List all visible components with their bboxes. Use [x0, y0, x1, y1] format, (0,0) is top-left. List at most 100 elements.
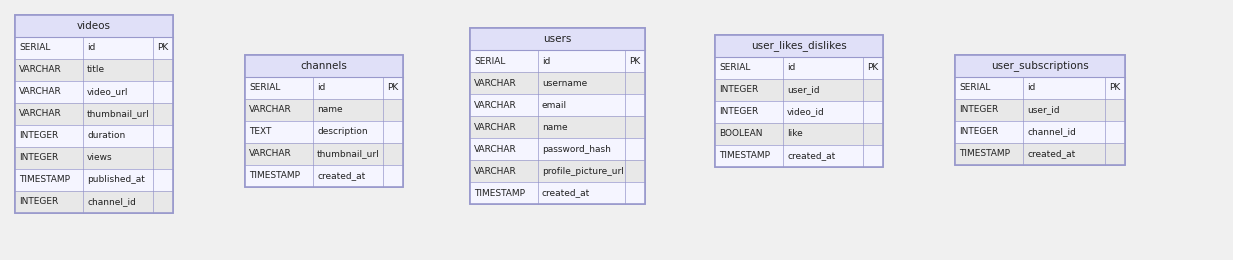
Bar	[15, 147, 173, 169]
Text: user_id: user_id	[1027, 106, 1059, 114]
Text: description: description	[317, 127, 367, 136]
Bar	[956, 55, 1124, 165]
Text: TIMESTAMP: TIMESTAMP	[959, 150, 1010, 159]
Bar	[715, 101, 883, 123]
Text: SERIAL: SERIAL	[249, 83, 280, 93]
Text: VARCHAR: VARCHAR	[18, 109, 62, 119]
Text: username: username	[543, 79, 587, 88]
Text: title: title	[88, 66, 105, 75]
Bar	[15, 125, 173, 147]
Bar	[470, 28, 645, 204]
Text: video_url: video_url	[88, 88, 128, 96]
Text: PK: PK	[387, 83, 398, 93]
Text: id: id	[543, 56, 550, 66]
Text: id: id	[787, 63, 795, 73]
Text: views: views	[88, 153, 112, 162]
Text: user_likes_dislikes: user_likes_dislikes	[751, 41, 847, 51]
Text: videos: videos	[76, 21, 111, 31]
Text: SERIAL: SERIAL	[959, 83, 990, 93]
Bar	[245, 99, 403, 121]
Bar	[15, 81, 173, 103]
Text: name: name	[317, 106, 343, 114]
Bar	[715, 35, 883, 167]
Text: video_id: video_id	[787, 107, 825, 116]
Bar	[245, 165, 403, 187]
Text: TIMESTAMP: TIMESTAMP	[719, 152, 769, 160]
Text: thumbnail_url: thumbnail_url	[317, 150, 380, 159]
Text: published_at: published_at	[88, 176, 144, 185]
Text: user_subscriptions: user_subscriptions	[991, 61, 1089, 72]
Text: PK: PK	[1110, 83, 1121, 93]
Bar	[245, 143, 403, 165]
Bar	[956, 77, 1124, 99]
Bar	[245, 55, 403, 187]
Bar	[15, 191, 173, 213]
Bar	[245, 55, 403, 187]
Bar	[245, 77, 403, 99]
Bar	[470, 182, 645, 204]
Bar	[15, 59, 173, 81]
Text: profile_picture_url: profile_picture_url	[543, 166, 624, 176]
Text: VARCHAR: VARCHAR	[18, 88, 62, 96]
Text: VARCHAR: VARCHAR	[18, 66, 62, 75]
Bar	[715, 145, 883, 167]
Bar	[15, 169, 173, 191]
Text: created_at: created_at	[787, 152, 835, 160]
Text: created_at: created_at	[1027, 150, 1075, 159]
Text: VARCHAR: VARCHAR	[473, 122, 517, 132]
Bar	[956, 55, 1124, 77]
Text: BOOLEAN: BOOLEAN	[719, 129, 762, 139]
Bar	[470, 72, 645, 94]
Bar	[245, 55, 403, 77]
Text: PK: PK	[867, 63, 879, 73]
Bar	[15, 37, 173, 59]
Text: channel_id: channel_id	[88, 198, 136, 206]
Bar	[956, 99, 1124, 121]
Text: channel_id: channel_id	[1027, 127, 1076, 136]
Bar	[956, 121, 1124, 143]
Text: SERIAL: SERIAL	[473, 56, 506, 66]
Text: TIMESTAMP: TIMESTAMP	[473, 188, 525, 198]
Text: VARCHAR: VARCHAR	[249, 150, 292, 159]
Bar	[15, 15, 173, 37]
Bar	[470, 50, 645, 72]
Bar	[470, 138, 645, 160]
Text: PK: PK	[629, 56, 641, 66]
Bar	[715, 79, 883, 101]
Text: VARCHAR: VARCHAR	[473, 166, 517, 176]
Text: user_id: user_id	[787, 86, 820, 94]
Text: SERIAL: SERIAL	[18, 43, 51, 53]
Text: id: id	[1027, 83, 1036, 93]
Bar	[470, 116, 645, 138]
Text: channels: channels	[301, 61, 348, 71]
Text: TEXT: TEXT	[249, 127, 271, 136]
Text: INTEGER: INTEGER	[18, 153, 58, 162]
Text: id: id	[317, 83, 326, 93]
Bar	[956, 55, 1124, 165]
Bar	[15, 15, 173, 213]
Bar	[15, 15, 173, 213]
Text: INTEGER: INTEGER	[959, 106, 999, 114]
Text: VARCHAR: VARCHAR	[473, 145, 517, 153]
Bar	[245, 121, 403, 143]
Bar	[15, 103, 173, 125]
Text: INTEGER: INTEGER	[719, 107, 758, 116]
Bar	[470, 94, 645, 116]
Text: password_hash: password_hash	[543, 145, 610, 153]
Text: id: id	[88, 43, 95, 53]
Text: thumbnail_url: thumbnail_url	[88, 109, 149, 119]
Bar	[470, 28, 645, 204]
Text: created_at: created_at	[543, 188, 591, 198]
Text: VARCHAR: VARCHAR	[249, 106, 292, 114]
Text: TIMESTAMP: TIMESTAMP	[18, 176, 70, 185]
Text: PK: PK	[158, 43, 169, 53]
Text: INTEGER: INTEGER	[18, 198, 58, 206]
Text: VARCHAR: VARCHAR	[473, 79, 517, 88]
Text: created_at: created_at	[317, 172, 365, 180]
Text: TIMESTAMP: TIMESTAMP	[249, 172, 300, 180]
Text: users: users	[544, 34, 572, 44]
Bar	[470, 28, 645, 50]
Text: VARCHAR: VARCHAR	[473, 101, 517, 109]
Bar	[715, 57, 883, 79]
Text: email: email	[543, 101, 567, 109]
